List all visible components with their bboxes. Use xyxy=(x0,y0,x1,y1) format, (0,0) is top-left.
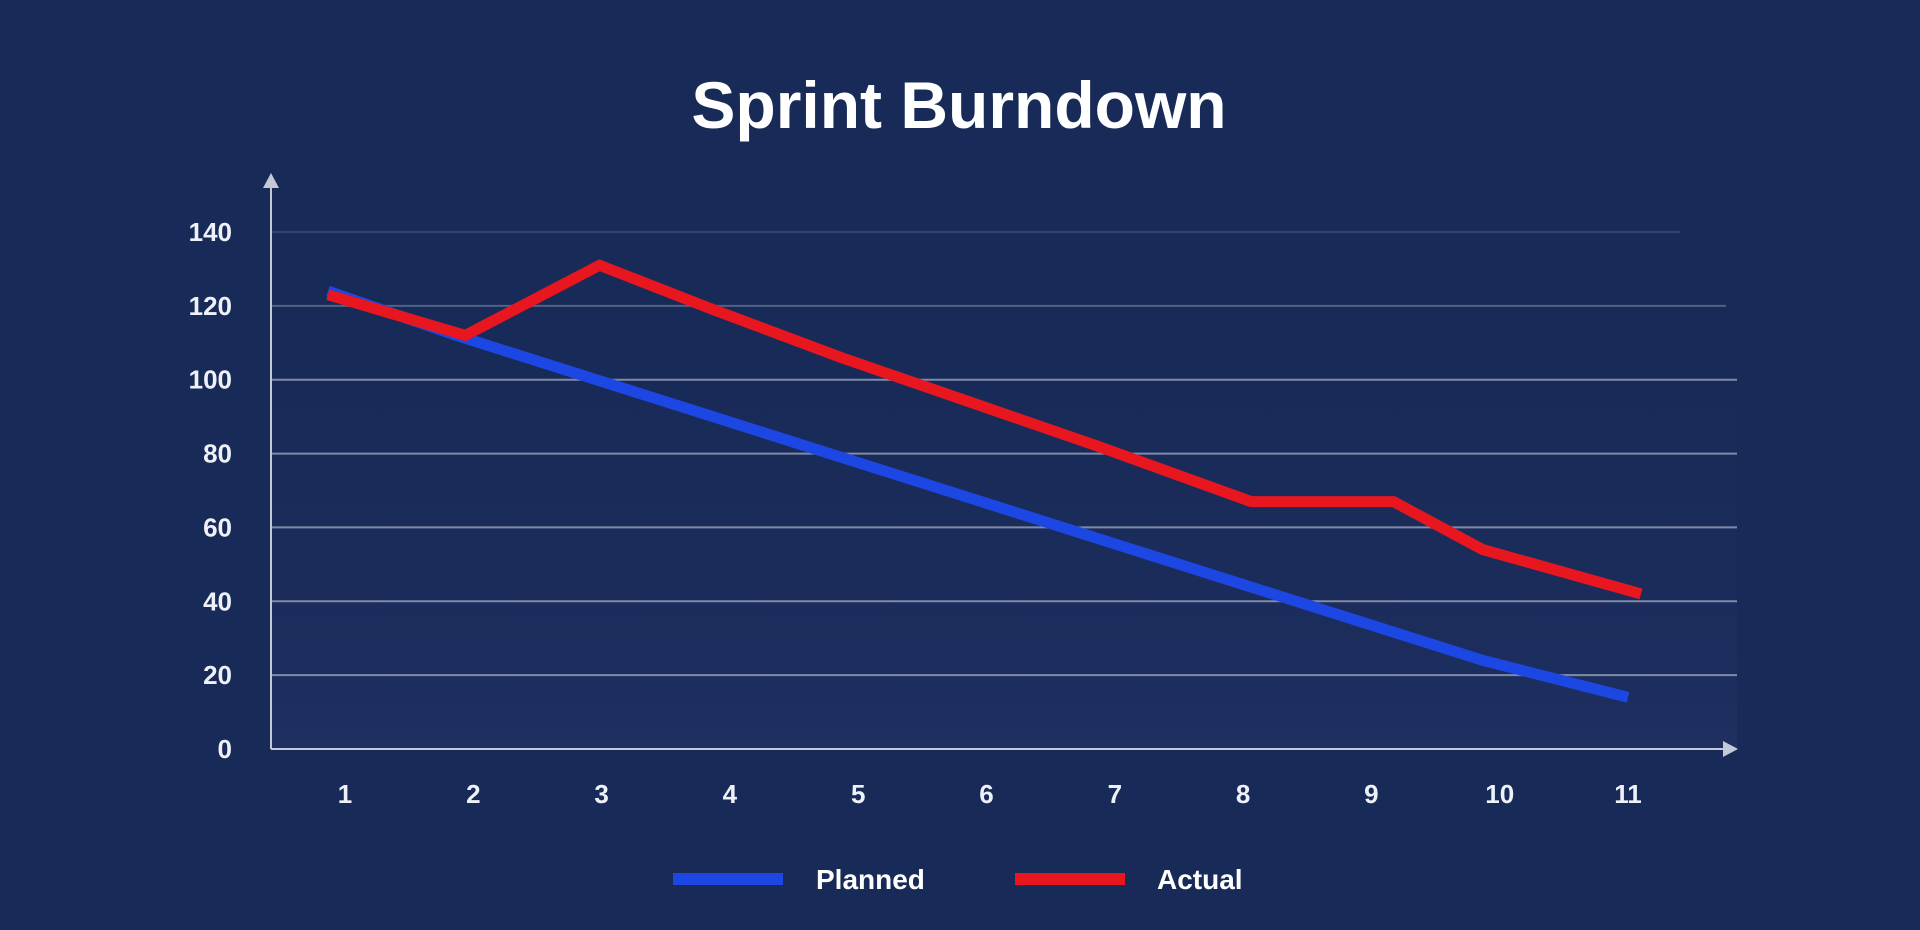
data-point-actual-10 xyxy=(1482,549,1484,551)
data-point-planned-3 xyxy=(584,375,586,377)
data-point-actual-5 xyxy=(840,357,842,359)
y-tick-label-20: 20 xyxy=(203,660,232,690)
y-tick-label-120: 120 xyxy=(189,291,232,321)
data-point-actual-7 xyxy=(1097,445,1099,447)
data-point-actual-1 xyxy=(327,294,329,296)
data-point-planned-9 xyxy=(1353,619,1355,621)
data-point-planned-8 xyxy=(1225,578,1227,580)
data-point-actual-9 xyxy=(1392,501,1394,503)
x-tick-label-8: 8 xyxy=(1236,779,1250,809)
x-tick-label-3: 3 xyxy=(594,779,608,809)
y-tick-label-60: 60 xyxy=(203,512,232,542)
data-point-planned-7 xyxy=(1097,538,1099,540)
x-tick-label-11: 11 xyxy=(1614,779,1642,809)
data-point-actual-6 xyxy=(969,401,971,403)
legend-label-planned: Planned xyxy=(816,864,925,895)
x-tick-label-6: 6 xyxy=(979,779,993,809)
data-point-actual-2 xyxy=(464,334,466,336)
legend: Planned Actual xyxy=(673,864,1243,895)
chart-title: Sprint Burndown xyxy=(691,68,1226,142)
x-axis-arrow-icon xyxy=(1723,741,1738,757)
x-tick-label-1: 1 xyxy=(338,779,352,809)
data-point-actual-8 xyxy=(1250,501,1252,503)
y-tick-label-0: 0 xyxy=(218,734,232,764)
x-tick-label-5: 5 xyxy=(851,779,865,809)
series-line-actual xyxy=(326,259,1643,600)
grid-lines xyxy=(271,231,1737,677)
y-tick-label-40: 40 xyxy=(203,586,232,616)
x-tick-label-7: 7 xyxy=(1108,779,1122,809)
x-tick-label-4: 4 xyxy=(723,779,738,809)
data-point-planned-10 xyxy=(1482,659,1484,661)
data-point-actual-3 xyxy=(599,264,601,266)
data-point-planned-11 xyxy=(1627,696,1629,698)
x-tick-label-10: 10 xyxy=(1485,779,1514,809)
x-tick-label-2: 2 xyxy=(466,779,480,809)
x-tick-label-9: 9 xyxy=(1364,779,1378,809)
y-axis-arrow-icon xyxy=(263,173,279,188)
data-point-actual-11 xyxy=(1640,593,1642,595)
data-point-planned-1 xyxy=(327,290,329,292)
series-lines xyxy=(326,259,1643,703)
data-point-planned-4 xyxy=(712,416,714,418)
series-line-planned xyxy=(326,285,1630,703)
data-point-planned-5 xyxy=(840,456,842,458)
y-tick-label-80: 80 xyxy=(203,439,232,469)
axes: 0 20 40 60 80 100 120 140 1 2 3 4 5 6 7 8 9 10 11 xyxy=(189,173,1738,809)
data-point-planned-6 xyxy=(969,497,971,499)
y-tick-label-100: 100 xyxy=(189,365,232,395)
data-point-actual-4 xyxy=(712,309,714,311)
y-tick-label-140: 140 xyxy=(189,217,232,247)
legend-label-actual: Actual xyxy=(1157,864,1243,895)
